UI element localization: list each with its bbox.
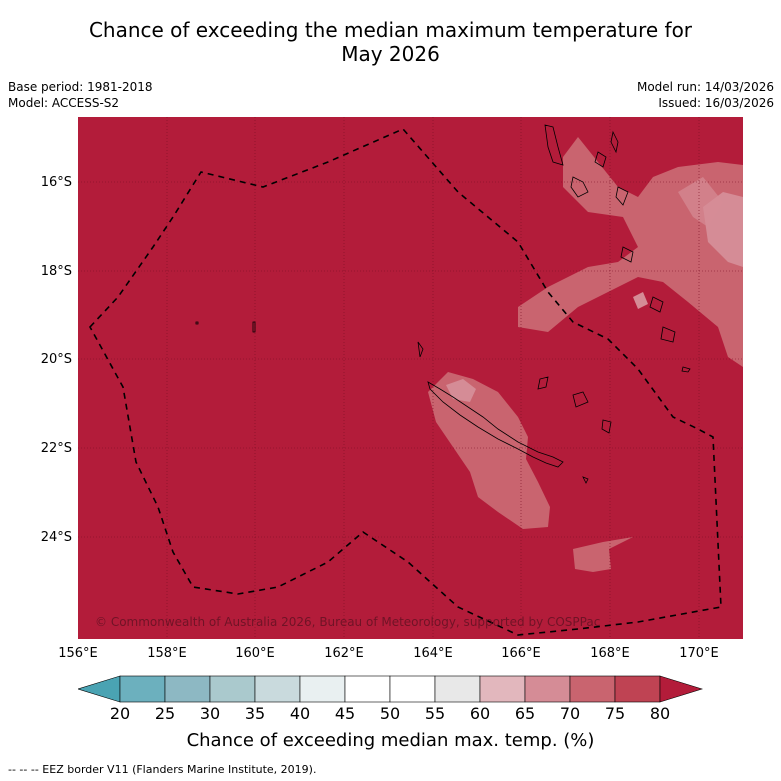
- model-run: Model run: 14/03/2026: [636, 80, 774, 94]
- colorbar-extend-low: [78, 675, 121, 703]
- colorbar-segment: [569, 675, 616, 703]
- meta-left: Base period: 1981-2018 Model: ACCESS-S2: [8, 79, 153, 111]
- region-new-caledonia: [428, 372, 550, 529]
- colorbar-segment: [434, 675, 481, 703]
- colorbar-tick-label: 45: [334, 704, 356, 723]
- colorbar-tick-label: 75: [604, 704, 626, 723]
- title-line-2: May 2026: [341, 42, 440, 66]
- lat-label: 20°S: [40, 352, 72, 367]
- lon-label: 170°E: [679, 646, 719, 661]
- colorbar-segment: [254, 675, 301, 703]
- vanuatu-north: [544, 124, 619, 198]
- colorbar-segment: [479, 675, 526, 703]
- eez-footnote: -- -- -- EEZ border V11 (Flanders Marine…: [8, 763, 317, 776]
- colorbar-tick-label: 60: [469, 704, 491, 723]
- colorbar-title: Chance of exceeding median max. temp. (%…: [186, 730, 595, 751]
- lon-label: 168°E: [590, 646, 630, 661]
- base-period: Base period: 1981-2018: [8, 80, 153, 94]
- colorbar-tick-label: 35: [244, 704, 266, 723]
- colorbar-segment: [389, 675, 436, 703]
- lat-label: 18°S: [40, 264, 72, 279]
- colorbar-segment: [119, 675, 166, 703]
- loyalty-islands: [537, 376, 612, 434]
- model-name: Model: ACCESS-S2: [8, 96, 120, 110]
- colorbar-tick-label: 65: [514, 704, 536, 723]
- colorbar-tick-label: 50: [379, 704, 401, 723]
- meta-right: Model run: 14/03/2026 Issued: 16/03/2026: [637, 79, 774, 111]
- lon-label: 162°E: [324, 646, 364, 661]
- graticule: [78, 117, 743, 639]
- probability-regions: [428, 137, 743, 572]
- map-panel[interactable]: [78, 117, 743, 639]
- title-line-1: Chance of exceeding the median maximum t…: [88, 18, 693, 42]
- colorbar-tick-label: 80: [649, 704, 671, 723]
- colorbar-segment: [344, 675, 391, 703]
- colorbar-segment: [614, 675, 661, 703]
- colorbar-segment: [524, 675, 571, 703]
- lon-label: 164°E: [413, 646, 453, 661]
- colorbar-tick-label: 25: [154, 704, 176, 723]
- copyright-notice: © Commonwealth of Australia 2026, Bureau…: [95, 615, 601, 629]
- lat-label: 16°S: [40, 175, 72, 190]
- issued-date: Issued: 16/03/2026: [658, 96, 774, 110]
- region-new-caledonia-inner: [446, 379, 476, 402]
- colorbar-tick-label: 20: [109, 704, 131, 723]
- colorbar-tick-label: 40: [289, 704, 311, 723]
- colorbar-tick-label: 70: [559, 704, 581, 723]
- map-title: Chance of exceeding the median maximum t…: [0, 18, 781, 66]
- small-islands: [195, 321, 691, 484]
- lat-label: 22°S: [40, 441, 72, 456]
- colorbar-segment: [299, 675, 346, 703]
- region-small-patch: [573, 537, 633, 572]
- vanuatu-south: [615, 186, 676, 343]
- lat-label: 24°S: [40, 530, 72, 545]
- colorbar: [78, 675, 704, 703]
- map-canvas[interactable]: [78, 117, 743, 639]
- region-tiny-patch: [633, 292, 648, 309]
- coastlines: [195, 124, 691, 484]
- lon-label: 166°E: [501, 646, 541, 661]
- colorbar-segments: [78, 675, 704, 703]
- eez-border: [89, 128, 722, 636]
- colorbar-extend-high: [659, 675, 704, 703]
- lon-label: 160°E: [235, 646, 275, 661]
- lon-label: 156°E: [58, 646, 98, 661]
- colorbar-segment: [209, 675, 256, 703]
- new-caledonia-island: [427, 381, 564, 468]
- lon-label: 158°E: [147, 646, 187, 661]
- region-northeast-mid: [678, 177, 723, 227]
- colorbar-segment: [164, 675, 211, 703]
- colorbar-tick-label: 55: [424, 704, 446, 723]
- colorbar-tick-label: 30: [199, 704, 221, 723]
